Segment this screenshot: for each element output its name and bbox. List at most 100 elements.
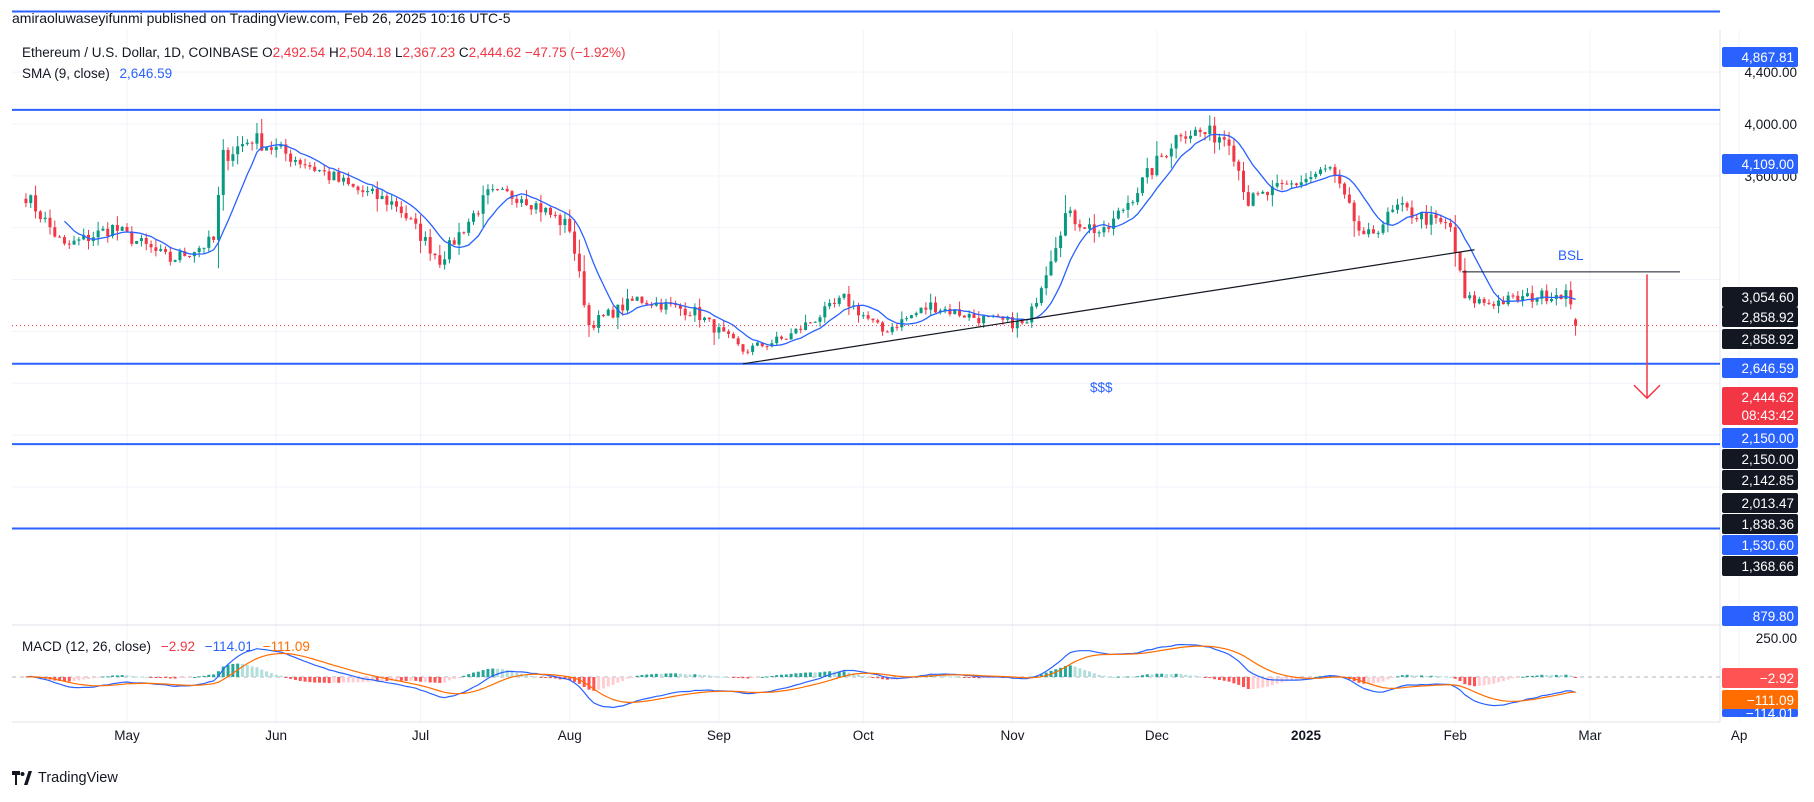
- macd-hist-bar-278: [1362, 677, 1366, 684]
- candle-body-211: [1039, 288, 1043, 303]
- candle-body-311: [1521, 296, 1525, 301]
- candle-body-239: [1174, 135, 1178, 149]
- macd-hist-bar-38: [207, 674, 211, 677]
- trendline: [742, 249, 1475, 365]
- candle-body-97: [491, 189, 495, 191]
- high-label: H: [328, 45, 339, 60]
- macd-hist-bar-23: [135, 676, 139, 678]
- candle-body-148: [736, 338, 740, 345]
- macd-hist-bar-150: [746, 677, 750, 679]
- candle-body-11: [77, 239, 81, 241]
- price-label-bg-10: [1722, 470, 1798, 490]
- macd-hist-bar-200: [986, 677, 990, 678]
- macd-hist-bar-258: [1266, 677, 1270, 687]
- price-axis[interactable]: 4,400.004,000.003,600.004,867.814,109.00…: [1722, 47, 1798, 721]
- candle-body-1: [29, 195, 33, 204]
- time-tick-5: Oct: [853, 728, 874, 743]
- macd-hist-bar-233: [1145, 674, 1149, 677]
- low-value: 2,367.23: [402, 45, 456, 60]
- candle-body-100: [505, 188, 509, 192]
- sma-polyline: [63, 133, 1576, 347]
- macd-hist-bar-34: [188, 677, 192, 678]
- candle-body-115: [577, 253, 581, 272]
- macd-value: −114.01: [204, 639, 253, 654]
- macd-hist-bar-296: [1448, 676, 1452, 678]
- macd-hist-bar-298: [1458, 677, 1462, 682]
- macd-hist-bar-14: [91, 677, 95, 679]
- macd-hist-bar-149: [741, 677, 745, 679]
- macd-hist-bar-306: [1497, 677, 1501, 683]
- candle-body-275: [1347, 194, 1351, 203]
- macd-label-bg-0: [1722, 668, 1798, 688]
- macd-hist-bar-165: [818, 672, 822, 677]
- candle-body-280: [1371, 229, 1375, 234]
- macd-hist-bar-104: [524, 674, 528, 677]
- macd-hist-bar-69: [356, 677, 360, 683]
- macd-hist-bar-211: [1039, 674, 1043, 677]
- candle-body-74: [380, 195, 384, 200]
- tradingview-brand[interactable]: TradingView: [12, 770, 118, 786]
- macd-hist-bar-230: [1131, 676, 1135, 678]
- candle-body-257: [1261, 191, 1265, 194]
- candle-body-171: [847, 293, 851, 307]
- macd-hist-bar-151: [751, 677, 755, 678]
- macd-hist-bar-123: [616, 677, 620, 683]
- macd-hist-bar-295: [1444, 676, 1448, 678]
- candle-body-72: [370, 188, 374, 192]
- macd-hist-bar-7: [58, 677, 62, 681]
- macd-hist-bar-288: [1410, 675, 1414, 677]
- macd-hist-bar-153: [760, 676, 764, 678]
- candle-body-58: [303, 164, 307, 166]
- candle-body-181: [895, 326, 899, 328]
- macd-hist-bar-235: [1155, 673, 1159, 677]
- candle-body-40: [216, 194, 220, 240]
- macd-hist-bar-163: [808, 672, 812, 677]
- macd-hist-bar-148: [736, 677, 740, 678]
- candle-body-284: [1391, 209, 1395, 212]
- candle-body-77: [395, 201, 398, 207]
- macd-hist-bar-17: [106, 676, 110, 678]
- candle-body-282: [1381, 224, 1385, 233]
- macd-hist-bar-118: [592, 677, 596, 691]
- candle-body-228: [1121, 209, 1125, 211]
- macd-hist-bar-284: [1391, 677, 1395, 678]
- macd-hist-bar-83: [423, 677, 427, 682]
- macd-hist-bar-89: [452, 677, 456, 680]
- candle-body-219: [1078, 224, 1082, 228]
- candle-body-288: [1410, 207, 1414, 218]
- macd-hist-bar-39: [212, 674, 216, 677]
- candle-body-322: [1574, 319, 1578, 326]
- candle-body-95: [481, 195, 485, 214]
- macd-hist-bar-124: [621, 677, 625, 682]
- candle-body-255: [1251, 193, 1255, 206]
- macd-hist-bar-311: [1521, 676, 1525, 678]
- macd-hist-bar-299: [1463, 677, 1467, 685]
- macd-hist-bar-57: [298, 677, 302, 681]
- candle-body-166: [823, 306, 827, 318]
- candle-body-248: [1217, 137, 1221, 143]
- macd-hist-bar-294: [1439, 676, 1443, 678]
- candle-body-145: [722, 327, 726, 332]
- macd-hist-bar-309: [1511, 677, 1515, 679]
- sma-value: 2,646.59: [119, 66, 173, 81]
- sma-legend: SMA (9, close) 2,646.59: [22, 66, 172, 81]
- macd-hist-bar-31: [173, 677, 177, 679]
- candle-body-287: [1405, 203, 1409, 208]
- candle-body-310: [1516, 295, 1520, 301]
- candle-body-4: [43, 217, 47, 220]
- macd-hist-bar-24: [139, 676, 143, 678]
- macd-hist-bar-262: [1285, 677, 1289, 682]
- candle-body-197: [972, 314, 976, 318]
- candle-body-82: [419, 223, 423, 241]
- price-label-bg-15: [1722, 606, 1798, 626]
- candle-body-83: [423, 237, 427, 241]
- candle-body-243: [1193, 129, 1197, 136]
- macd-hist-bar-46: [245, 664, 249, 677]
- candle-body-252: [1237, 161, 1241, 171]
- time-tick-0: May: [114, 728, 140, 743]
- candle-body-184: [909, 315, 913, 319]
- candle-body-304: [1487, 302, 1491, 305]
- candle-body-205: [1011, 317, 1014, 329]
- time-axis[interactable]: May Jun Jul Aug Sep Oct Nov Dec 2025 Feb Mar Ap: [114, 728, 1747, 743]
